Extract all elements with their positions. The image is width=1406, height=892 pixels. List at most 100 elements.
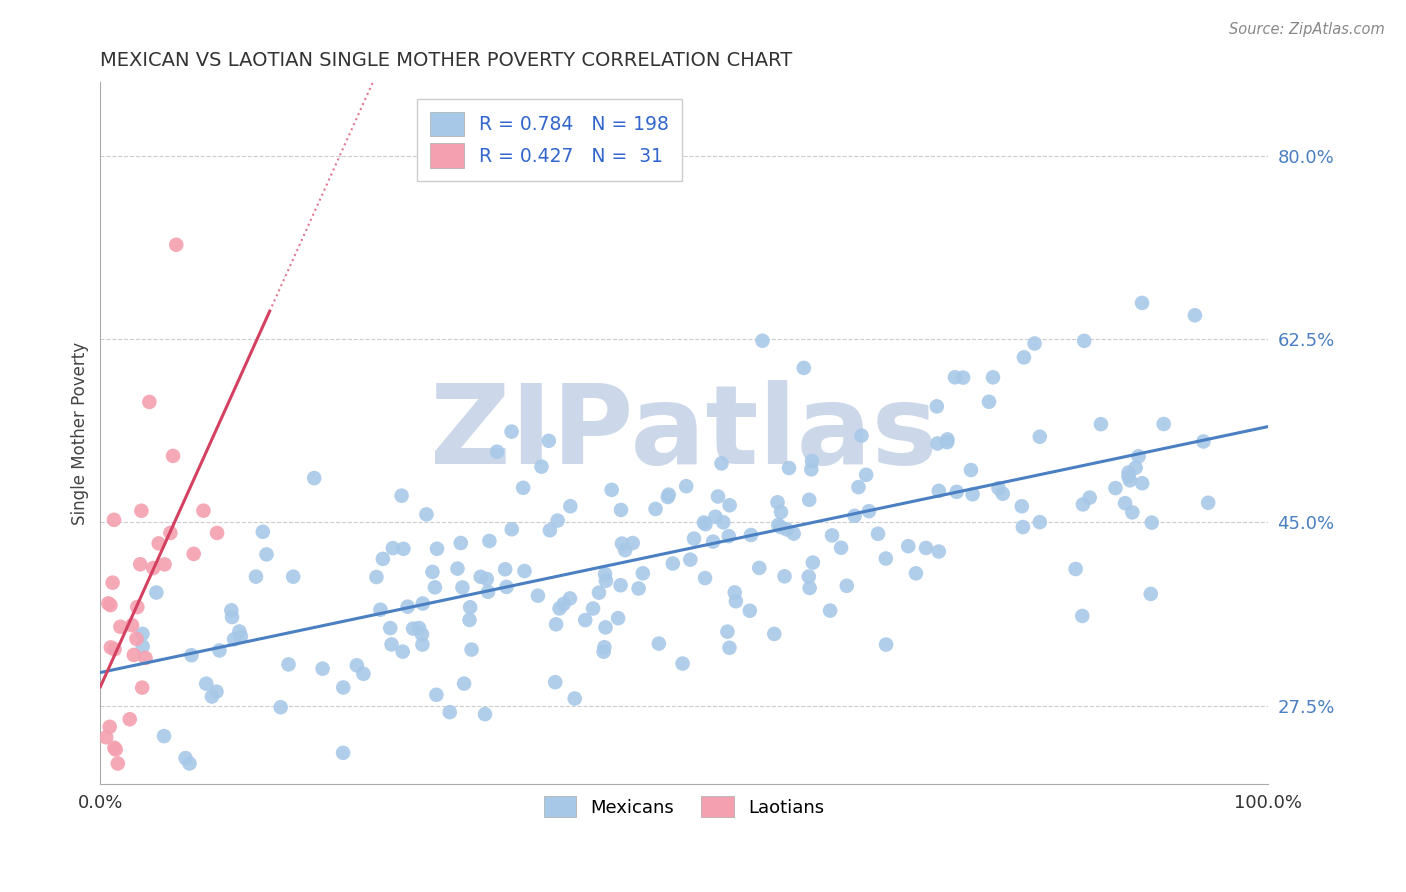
- Point: [415, 508, 437, 522]
- Point: [553, 597, 575, 611]
- Point: [245, 569, 267, 583]
- Point: [621, 536, 644, 550]
- Point: [121, 618, 143, 632]
- Point: [848, 480, 870, 494]
- Point: [1128, 450, 1150, 464]
- Y-axis label: Single Mother Poverty: Single Mother Poverty: [72, 342, 89, 525]
- Point: [201, 690, 224, 704]
- Point: [1119, 474, 1142, 488]
- Point: [159, 525, 181, 540]
- Point: [446, 561, 468, 575]
- Text: ZIPatlas: ZIPatlas: [430, 380, 938, 487]
- Point: [711, 516, 734, 530]
- Point: [1118, 469, 1140, 483]
- Point: [451, 581, 474, 595]
- Point: [283, 570, 305, 584]
- Point: [501, 522, 523, 536]
- Point: [381, 541, 404, 556]
- Point: [564, 691, 586, 706]
- Point: [574, 613, 596, 627]
- Point: [547, 514, 569, 528]
- Point: [1130, 296, 1153, 310]
- Point: [103, 740, 125, 755]
- Point: [693, 571, 716, 585]
- Point: [460, 642, 482, 657]
- Point: [588, 585, 610, 599]
- Point: [987, 481, 1010, 495]
- Point: [662, 557, 685, 571]
- Point: [607, 611, 630, 625]
- Point: [548, 601, 571, 615]
- Point: [450, 536, 472, 550]
- Point: [1073, 334, 1095, 348]
- Point: [981, 370, 1004, 384]
- Point: [904, 566, 927, 581]
- Point: [477, 584, 499, 599]
- Point: [538, 523, 561, 537]
- Point: [103, 513, 125, 527]
- Point: [352, 666, 374, 681]
- Point: [252, 524, 274, 539]
- Point: [1139, 587, 1161, 601]
- Point: [1104, 481, 1126, 495]
- Point: [205, 684, 228, 698]
- Point: [799, 581, 821, 595]
- Point: [631, 566, 654, 581]
- Point: [793, 360, 815, 375]
- Point: [769, 520, 792, 534]
- Point: [821, 528, 844, 542]
- Point: [943, 370, 966, 384]
- Point: [544, 675, 567, 690]
- Point: [366, 570, 388, 584]
- Point: [138, 395, 160, 409]
- Point: [392, 541, 415, 556]
- Point: [104, 742, 127, 756]
- Point: [952, 370, 974, 384]
- Point: [1012, 520, 1035, 534]
- Point: [380, 637, 402, 651]
- Point: [1121, 505, 1143, 519]
- Point: [560, 500, 582, 514]
- Point: [1078, 491, 1101, 505]
- Point: [222, 632, 245, 647]
- Point: [1071, 609, 1094, 624]
- Point: [153, 729, 176, 743]
- Point: [165, 237, 187, 252]
- Point: [162, 449, 184, 463]
- Point: [977, 394, 1000, 409]
- Point: [679, 552, 702, 566]
- Legend: Mexicans, Laotians: Mexicans, Laotians: [536, 789, 832, 824]
- Point: [1064, 562, 1087, 576]
- Point: [100, 598, 122, 612]
- Point: [537, 434, 560, 448]
- Point: [96, 731, 118, 745]
- Point: [740, 528, 762, 542]
- Point: [1090, 417, 1112, 431]
- Point: [707, 490, 730, 504]
- Point: [717, 529, 740, 543]
- Point: [1192, 434, 1215, 449]
- Point: [835, 579, 858, 593]
- Point: [411, 638, 433, 652]
- Point: [118, 712, 141, 726]
- Point: [458, 613, 481, 627]
- Point: [1153, 417, 1175, 431]
- Point: [778, 461, 800, 475]
- Point: [1125, 460, 1147, 475]
- Point: [544, 617, 567, 632]
- Point: [1024, 336, 1046, 351]
- Point: [693, 516, 716, 530]
- Point: [801, 454, 824, 468]
- Point: [593, 567, 616, 582]
- Point: [142, 561, 165, 575]
- Point: [671, 657, 693, 671]
- Point: [769, 505, 792, 519]
- Point: [439, 705, 461, 719]
- Point: [962, 487, 984, 501]
- Point: [1114, 496, 1136, 510]
- Point: [657, 490, 679, 504]
- Point: [675, 479, 697, 493]
- Point: [422, 565, 444, 579]
- Point: [648, 637, 671, 651]
- Point: [127, 600, 149, 615]
